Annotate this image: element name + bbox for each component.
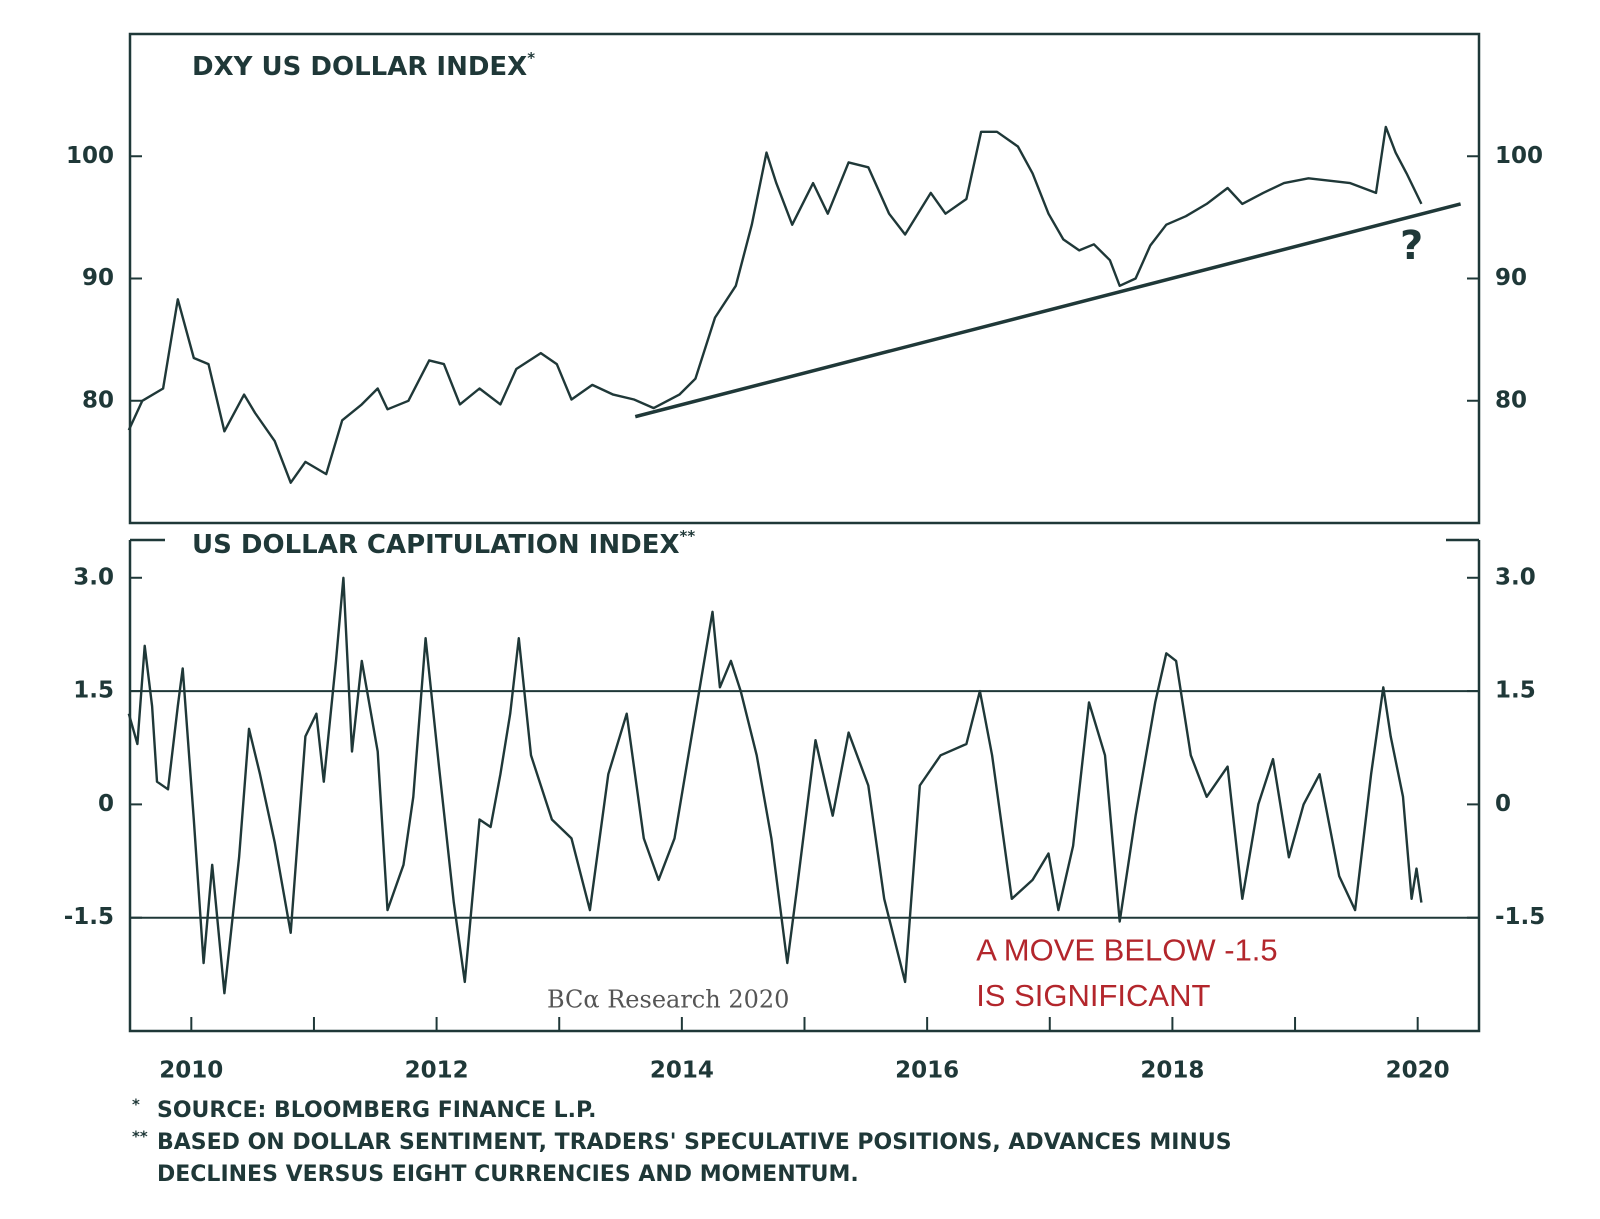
y-tick-label-right: 80 <box>1495 387 1527 413</box>
y-tick-label: 3.0 <box>73 564 114 590</box>
y-tick-label: 90 <box>82 265 114 291</box>
y-tick-label-right: 100 <box>1495 143 1543 169</box>
x-tick-label: 2018 <box>1140 1058 1204 1084</box>
y-tick-label: 100 <box>66 143 114 169</box>
annotation: IS SIGNIFICANT <box>976 978 1210 1013</box>
y-tick-label: 1.5 <box>73 678 114 704</box>
x-tick-label: 2016 <box>895 1058 959 1084</box>
data-line <box>127 576 1423 995</box>
y-tick-label-right: 3.0 <box>1495 564 1536 590</box>
footnote-marker: ** <box>132 1128 148 1146</box>
title-marker: ** <box>680 527 696 545</box>
watermark: BCα Research 2020 <box>547 985 789 1013</box>
footnote-marker: * <box>132 1096 140 1114</box>
y-tick-label-right: -1.5 <box>1495 904 1545 930</box>
bottom-title: US DOLLAR CAPITULATION INDEX** <box>192 527 695 560</box>
top-title: DXY US DOLLAR INDEX* <box>192 49 535 82</box>
x-tick-label: 2012 <box>405 1058 469 1084</box>
footnote: BASED ON DOLLAR SENTIMENT, TRADERS' SPEC… <box>157 1130 1232 1155</box>
annotation: ? <box>1400 223 1423 269</box>
title-text: US DOLLAR CAPITULATION INDEX <box>192 530 680 560</box>
data-line <box>127 125 1423 484</box>
footnote: SOURCE: BLOOMBERG FINANCE L.P. <box>157 1098 596 1123</box>
footnote: DECLINES VERSUS EIGHT CURRENCIES AND MOM… <box>157 1162 859 1187</box>
y-tick-label: 0 <box>98 791 114 817</box>
y-tick-label: 80 <box>82 387 114 413</box>
y-tick-label-right: 1.5 <box>1495 678 1536 704</box>
x-tick-label: 2020 <box>1386 1058 1450 1084</box>
trend-line <box>634 202 1462 419</box>
title-marker: * <box>527 49 535 67</box>
y-tick-label: -1.5 <box>64 904 114 930</box>
x-tick-label: 2014 <box>650 1058 714 1084</box>
x-tick-label: 2010 <box>159 1058 223 1084</box>
title-text: DXY US DOLLAR INDEX <box>192 52 527 82</box>
y-tick-label-right: 90 <box>1495 265 1527 291</box>
annotation: A MOVE BELOW -1.5 <box>976 933 1277 968</box>
title-gap <box>180 526 760 556</box>
y-tick-label-right: 0 <box>1495 791 1511 817</box>
